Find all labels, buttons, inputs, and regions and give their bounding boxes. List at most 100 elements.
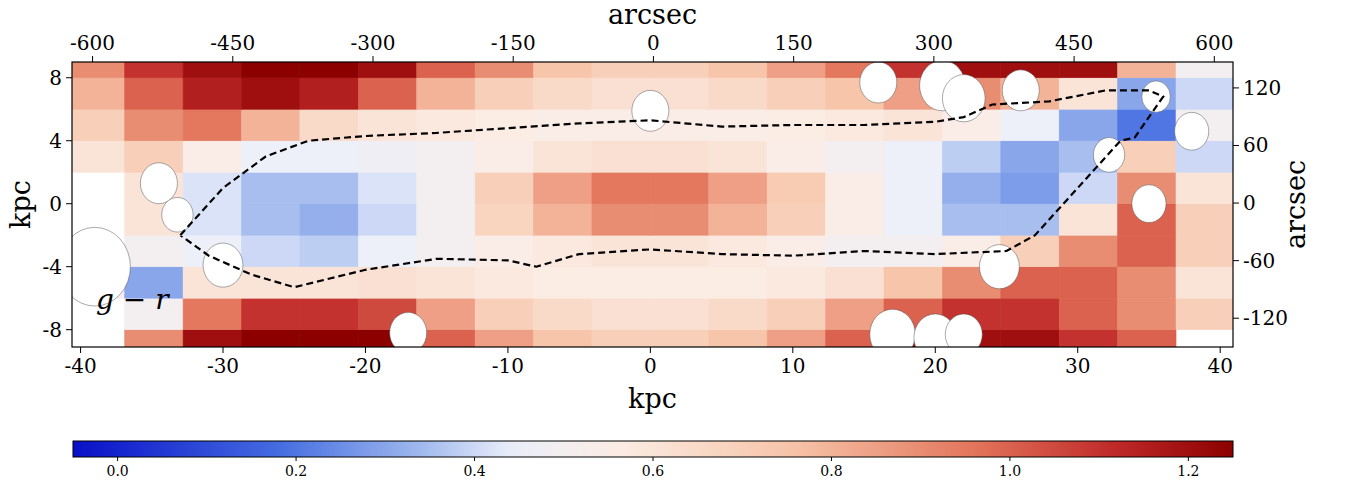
heatmap-cell bbox=[183, 330, 241, 347]
mask bbox=[140, 163, 177, 204]
heatmap-cell bbox=[183, 141, 241, 172]
heatmap-cell bbox=[300, 141, 358, 172]
colorbar-tick-label: 1.2 bbox=[1177, 463, 1199, 479]
colorbar-tick bbox=[296, 457, 297, 461]
heatmap-cell bbox=[358, 172, 416, 203]
x-tick bbox=[1077, 347, 1078, 353]
x-tick bbox=[365, 347, 366, 353]
x-tick bbox=[650, 347, 651, 353]
heatmap-cell bbox=[709, 235, 767, 266]
heatmap-cell bbox=[942, 141, 1000, 172]
heatmap-cell bbox=[1118, 141, 1176, 172]
heatmap-cell bbox=[125, 330, 183, 347]
heatmap-cell bbox=[650, 330, 708, 347]
heatmap-cell bbox=[242, 330, 300, 347]
heatmap-cell bbox=[650, 62, 708, 78]
x2-tick-label: 0 bbox=[647, 31, 660, 55]
x2-tick-label: 450 bbox=[1055, 31, 1093, 55]
heatmap-cell bbox=[534, 235, 592, 266]
colorbar-tick-label: 1.0 bbox=[999, 463, 1021, 479]
x-tick-label: 40 bbox=[1207, 354, 1232, 378]
x-tick bbox=[80, 347, 81, 353]
heatmap-cell bbox=[592, 141, 650, 172]
heatmap-cell bbox=[1059, 298, 1117, 329]
x-axis-title: kpc bbox=[628, 383, 677, 414]
heatmap-cell bbox=[592, 172, 650, 203]
colorbar bbox=[73, 441, 1233, 457]
heatmap-cell bbox=[767, 141, 825, 172]
heatmap-cell bbox=[650, 141, 708, 172]
heatmap-cell bbox=[475, 204, 533, 235]
y-tick-label: -8 bbox=[43, 318, 62, 342]
heatmap-cell bbox=[242, 172, 300, 203]
x2-tick bbox=[232, 56, 233, 62]
contour bbox=[180, 90, 1163, 287]
heatmap-cell bbox=[358, 267, 416, 298]
colorbar-tick bbox=[1009, 457, 1010, 461]
heatmap-cell bbox=[1176, 267, 1233, 298]
heatmap-cell bbox=[709, 78, 767, 109]
x2-tick-label: -300 bbox=[351, 31, 396, 55]
heatmap-cell bbox=[884, 109, 942, 140]
x2-tick-label: -450 bbox=[210, 31, 255, 55]
heatmap-cell bbox=[358, 78, 416, 109]
colorbar-tick-label: 0.8 bbox=[820, 463, 842, 479]
heatmap-cell bbox=[942, 172, 1000, 203]
heatmap-cell bbox=[417, 141, 475, 172]
heatmap-cell bbox=[650, 267, 708, 298]
heatmap-cell bbox=[72, 141, 125, 172]
heatmap-cell bbox=[125, 62, 183, 78]
colorbar-tick-label: 0.0 bbox=[106, 463, 128, 479]
heatmap-cell bbox=[125, 78, 183, 109]
heatmap-cell bbox=[709, 109, 767, 140]
heatmap-cell bbox=[650, 172, 708, 203]
x2-tick-label: 300 bbox=[915, 31, 953, 55]
colorbar-tick bbox=[831, 457, 832, 461]
heatmap-cell bbox=[1059, 330, 1117, 347]
colorbar-tick-label: 0.4 bbox=[463, 463, 485, 479]
mask bbox=[1002, 70, 1039, 111]
y-tick-label: 8 bbox=[49, 66, 62, 90]
heatmap-cell bbox=[767, 267, 825, 298]
heatmap-cell bbox=[767, 204, 825, 235]
heatmap-cell bbox=[1059, 62, 1117, 78]
heatmap-cell bbox=[884, 141, 942, 172]
y-tick bbox=[66, 329, 72, 330]
plot-background bbox=[72, 62, 1233, 347]
heatmap-cell bbox=[358, 204, 416, 235]
heatmap-cell bbox=[1176, 298, 1233, 329]
heatmap-cell bbox=[826, 141, 884, 172]
x-tick-label: 0 bbox=[644, 354, 657, 378]
heatmap-cell bbox=[300, 204, 358, 235]
heatmap-cell bbox=[534, 298, 592, 329]
x-tick-label: -10 bbox=[492, 354, 524, 378]
heatmap-cell bbox=[300, 235, 358, 266]
heatmap-cell bbox=[358, 235, 416, 266]
heatmap-cell bbox=[1118, 298, 1176, 329]
heatmap-cell bbox=[183, 78, 241, 109]
heatmap-cell bbox=[1176, 62, 1233, 78]
x2-tick bbox=[793, 56, 794, 62]
heatmap-cell bbox=[417, 172, 475, 203]
heatmap-cell bbox=[826, 267, 884, 298]
heatmap-cell bbox=[300, 62, 358, 78]
heatmap-cell bbox=[242, 204, 300, 235]
heatmap-cell bbox=[242, 78, 300, 109]
y2-tick-label: -120 bbox=[1243, 306, 1288, 330]
heatmap-cell bbox=[534, 78, 592, 109]
heatmap-cell bbox=[709, 267, 767, 298]
x2-tick bbox=[92, 56, 93, 62]
heatmap-cell bbox=[884, 235, 942, 266]
heatmap-cell bbox=[767, 172, 825, 203]
heatmap-cell bbox=[592, 267, 650, 298]
heatmap-cell bbox=[125, 109, 183, 140]
heatmap-cell bbox=[72, 62, 125, 78]
heatmap-cell bbox=[1001, 172, 1059, 203]
heatmap-cell bbox=[417, 78, 475, 109]
heatmap-cell bbox=[826, 172, 884, 203]
heatmap-cell bbox=[300, 172, 358, 203]
heatmap-cell bbox=[183, 109, 241, 140]
heatmap-cell bbox=[183, 298, 241, 329]
heatmap-cell bbox=[475, 109, 533, 140]
colorbar-tick bbox=[653, 457, 654, 461]
